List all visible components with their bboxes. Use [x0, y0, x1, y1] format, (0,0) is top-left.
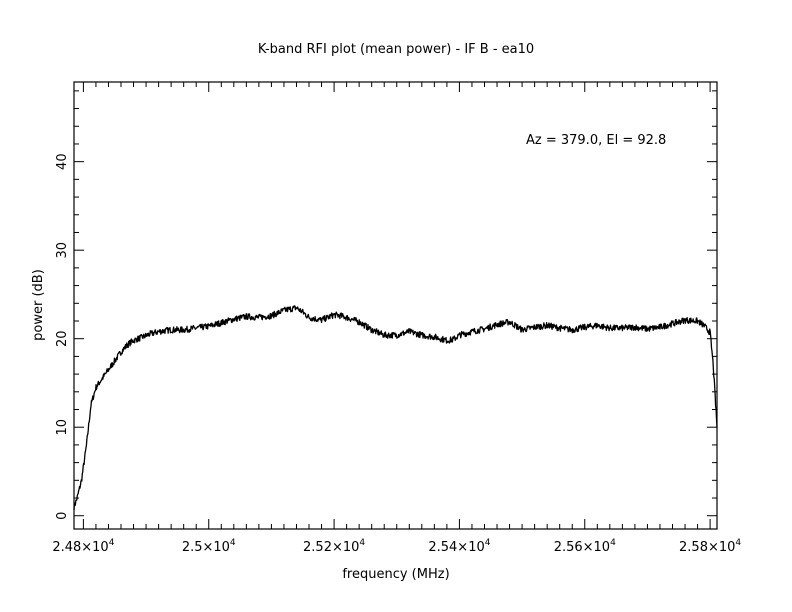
plot-frame	[73, 81, 718, 530]
x-tick-label: 2.54×104	[428, 538, 490, 555]
y-tick-label: 10	[55, 419, 70, 436]
az-el-annotation: Az = 379.0, El = 92.8	[526, 133, 666, 148]
y-tick-label: 20	[55, 330, 70, 347]
x-tick-label: 2.58×104	[679, 538, 741, 555]
y-tick-label: 0	[55, 512, 70, 520]
series-line	[73, 305, 718, 511]
y-tick-labels: 0 10 20 30 40	[55, 153, 70, 519]
y-tick-label: 30	[55, 242, 70, 259]
y-tick-label: 40	[55, 153, 70, 170]
x-tick-label: 2.48×104	[52, 538, 114, 555]
x-tick-label: 2.5×104	[182, 538, 236, 555]
x-axis-label: frequency (MHz)	[342, 567, 449, 582]
x-tick-label: 2.52×104	[303, 538, 365, 555]
axis-ticks	[74, 82, 717, 529]
chart-title: K-band RFI plot (mean power) - IF B - ea…	[258, 42, 534, 57]
x-tick-labels: 2.48×104 2.5×104 2.52×104 2.54×104 2.56×104 2…	[52, 538, 741, 555]
x-tick-label: 2.56×104	[554, 538, 616, 555]
y-axis-label: power (dB)	[31, 269, 46, 341]
